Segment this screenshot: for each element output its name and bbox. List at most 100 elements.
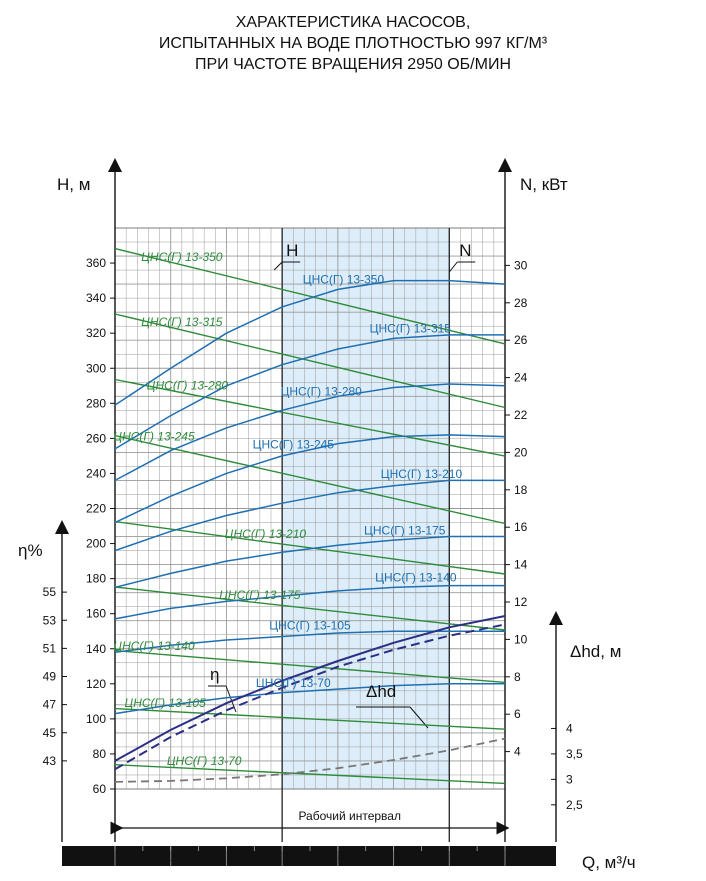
n-tick-label: 12 (514, 595, 528, 609)
head-curve-label: ЦНС(Г) 13-105 (269, 619, 351, 633)
power-curve (114, 649, 506, 684)
h-tick-label: 60 (93, 782, 107, 796)
n-tick-label: 20 (514, 445, 528, 459)
h-tick-label: 80 (93, 747, 107, 761)
head-curve-label: ЦНС(Г) 13-210 (381, 467, 463, 481)
n-tick-label: 18 (514, 483, 528, 497)
power-curve-label: ЦНС(Г) 13-70 (167, 754, 242, 768)
x-tick-label: 16 (443, 850, 457, 864)
h-tick-label: 100 (86, 712, 106, 726)
head-curve-label: ЦНС(Г) 13-350 (303, 272, 385, 286)
dh-tick-label: 2,5 (566, 798, 583, 812)
n-tick-label: 30 (514, 258, 528, 272)
head-curve (114, 535, 505, 589)
dh-axis-label: Δhd, м (570, 642, 621, 661)
power-curve-label: ЦНС(Г) 13-210 (225, 527, 307, 541)
working-interval-label: Рабочий интервал (298, 809, 401, 823)
h-axis-label: H, м (57, 175, 90, 194)
head-curve (114, 584, 505, 620)
eta-tick-label: 53 (43, 613, 57, 627)
head-curve-label: ЦНС(Г) 13-245 (253, 437, 335, 451)
npsh-label: Δhd (366, 682, 396, 701)
h-tick-label: 140 (86, 642, 106, 656)
h-tick-label: 260 (86, 431, 106, 445)
power-curve (114, 247, 506, 345)
efficiency-curve (114, 615, 506, 762)
power-curve-label: ЦНС(Г) 13-245 (113, 429, 195, 443)
h-tick-label: 280 (86, 396, 106, 410)
h-tick-label: 180 (86, 572, 106, 586)
n-tick-label: 22 (514, 408, 528, 422)
h-tick-label: 240 (86, 466, 106, 480)
n-tick-label: 10 (514, 632, 528, 646)
power-curve-label: ЦНС(Г) 13-105 (125, 696, 207, 710)
n-tick-label: 8 (514, 670, 521, 684)
h-tick-label: 220 (86, 502, 106, 516)
efficiency-label: η (210, 665, 219, 684)
power-curve-label: ЦНС(Г) 13-350 (141, 250, 223, 264)
dh-tick-label: 3,5 (566, 747, 583, 761)
efficiency-curve (114, 623, 506, 771)
x-tick-label: 15 (387, 850, 401, 864)
head-curve (114, 434, 506, 524)
eta-tick-label: 45 (43, 726, 57, 740)
n-axis-label: N, кВт (520, 175, 568, 194)
power-curve-label: ЦНС(Г) 13-140 (113, 639, 195, 653)
dh-tick-label: 3 (566, 772, 573, 786)
power-curve-label: ЦНС(Г) 13-280 (147, 379, 229, 393)
n-tick-label: 14 (514, 558, 528, 572)
h-tick-label: 120 (86, 677, 106, 691)
npsh-curve (114, 737, 506, 783)
eta-tick-label: 49 (43, 670, 57, 684)
title-line-2: ИСПЫТАННЫХ НА ВОДЕ ПЛОТНОСТЬЮ 997 КГ/М³ (158, 35, 548, 52)
h-tick-label: 160 (86, 607, 106, 621)
n-line-label: N (459, 241, 471, 260)
eta-tick-label: 51 (43, 641, 57, 655)
chart-title: ХАРАКТЕРИСТИКА НАСОСОВ, ИСПЫТАННЫХ НА ВО… (0, 12, 706, 75)
x-tick-label: 11 (164, 850, 177, 864)
eta-axis-label: η% (18, 541, 43, 560)
n-tick-label: 24 (514, 371, 528, 385)
h-tick-label: 320 (86, 326, 106, 340)
x-tick-label: 10 (108, 850, 122, 864)
power-curve-label: ЦНС(Г) 13-175 (219, 588, 301, 602)
dh-tick-label: 4 (566, 721, 573, 735)
head-curve (114, 630, 505, 654)
power-curve (114, 434, 506, 525)
x-axis-label: Q, м³/ч (582, 853, 636, 872)
head-curve (114, 479, 505, 552)
title-line-3: ПРИ ЧАСТОТЕ ВРАЩЕНИЯ 2950 ОБ/МИН (195, 56, 511, 73)
x-tick-label: 12 (220, 850, 234, 864)
eta-tick-label: 55 (43, 585, 57, 599)
n-tick-label: 28 (514, 296, 528, 310)
x-axis-bar (62, 846, 556, 866)
head-curve (114, 683, 505, 715)
head-curve-label: ЦНС(Г) 13-70 (256, 676, 331, 690)
power-curve (114, 586, 506, 631)
title-line-1: ХАРАКТЕРИСТИКА НАСОСОВ, (235, 14, 471, 31)
power-curve (114, 520, 506, 575)
head-curve-label: ЦНС(Г) 13-315 (370, 321, 452, 335)
eta-tick-label: 43 (43, 754, 57, 768)
head-curve-label: ЦНС(Г) 13-140 (375, 571, 457, 585)
h-line-label: H (286, 241, 298, 260)
eta-tick-label: 47 (43, 698, 57, 712)
head-curve (114, 383, 506, 482)
head-curve (114, 279, 506, 406)
power-curve (114, 707, 506, 730)
head-curve-label: ЦНС(Г) 13-175 (364, 523, 446, 537)
h-tick-label: 340 (86, 291, 106, 305)
head-curve (114, 334, 505, 450)
n-tick-label: 6 (514, 707, 521, 721)
n-label-leader-tail (448, 261, 458, 273)
n-tick-label: 26 (514, 333, 528, 347)
h-tick-label: 300 (86, 361, 106, 375)
h-tick-label: 200 (86, 537, 106, 551)
power-curve (114, 764, 506, 785)
x-tick-label: 17 (498, 850, 512, 864)
head-curve-label: ЦНС(Г) 13-280 (280, 385, 362, 399)
power-curve-label: ЦНС(Г) 13-315 (141, 315, 223, 329)
power-curve (114, 378, 506, 457)
h-tick-label: 360 (86, 256, 106, 270)
